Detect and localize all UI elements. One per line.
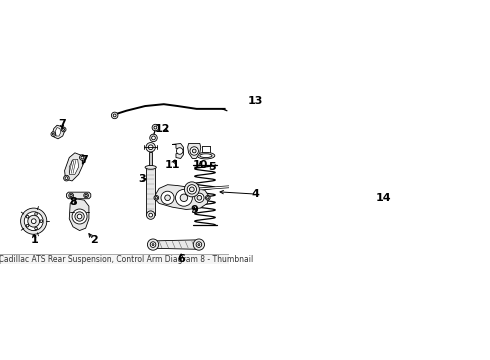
- Circle shape: [193, 239, 204, 250]
- Text: 7: 7: [58, 119, 66, 129]
- Circle shape: [75, 212, 84, 221]
- Ellipse shape: [197, 152, 215, 159]
- Circle shape: [190, 147, 198, 155]
- Circle shape: [64, 175, 69, 181]
- Circle shape: [65, 177, 68, 180]
- Text: 5: 5: [208, 162, 216, 172]
- Ellipse shape: [69, 193, 74, 198]
- Ellipse shape: [84, 193, 89, 198]
- Circle shape: [161, 191, 174, 204]
- Text: 3: 3: [138, 174, 146, 184]
- Circle shape: [72, 209, 87, 224]
- Text: 7: 7: [80, 156, 88, 165]
- Circle shape: [26, 224, 29, 227]
- Polygon shape: [172, 144, 183, 158]
- Circle shape: [35, 227, 37, 230]
- Text: 9: 9: [190, 205, 198, 215]
- Circle shape: [21, 208, 47, 234]
- Circle shape: [252, 180, 258, 186]
- Text: 4: 4: [251, 189, 259, 199]
- Circle shape: [147, 211, 155, 219]
- Circle shape: [113, 114, 116, 117]
- Circle shape: [154, 126, 157, 129]
- Circle shape: [151, 136, 155, 140]
- Circle shape: [152, 244, 154, 246]
- Polygon shape: [65, 153, 83, 181]
- Ellipse shape: [200, 154, 212, 158]
- Ellipse shape: [155, 197, 157, 199]
- Circle shape: [196, 242, 202, 247]
- Circle shape: [165, 195, 171, 201]
- Ellipse shape: [154, 195, 159, 200]
- Polygon shape: [55, 127, 61, 136]
- Circle shape: [195, 193, 204, 202]
- Ellipse shape: [145, 166, 156, 169]
- Circle shape: [150, 242, 156, 247]
- Ellipse shape: [207, 197, 209, 199]
- Circle shape: [249, 177, 261, 188]
- Circle shape: [190, 187, 194, 192]
- Circle shape: [24, 212, 43, 231]
- Circle shape: [51, 132, 56, 136]
- Ellipse shape: [205, 195, 210, 200]
- Circle shape: [148, 145, 153, 150]
- Polygon shape: [152, 240, 200, 249]
- Bar: [0, 254, 229, 264]
- Text: 8: 8: [69, 198, 77, 207]
- Circle shape: [26, 215, 29, 218]
- Text: 2: 2: [90, 235, 98, 245]
- Circle shape: [77, 214, 82, 219]
- Ellipse shape: [85, 194, 87, 197]
- Circle shape: [111, 112, 118, 119]
- Bar: [149, 152, 152, 168]
- Polygon shape: [67, 192, 91, 199]
- Circle shape: [175, 189, 193, 206]
- Text: 12: 12: [155, 123, 171, 134]
- Circle shape: [28, 215, 40, 227]
- Circle shape: [198, 244, 200, 246]
- Polygon shape: [69, 159, 78, 174]
- Circle shape: [35, 213, 37, 215]
- Polygon shape: [52, 125, 65, 139]
- Ellipse shape: [70, 194, 73, 197]
- Circle shape: [81, 156, 84, 159]
- Circle shape: [146, 143, 155, 152]
- Circle shape: [149, 213, 152, 217]
- Circle shape: [176, 148, 183, 154]
- Circle shape: [61, 127, 66, 132]
- Text: 2016 Cadillac ATS Rear Suspension, Control Arm Diagram 8 - Thumbnail: 2016 Cadillac ATS Rear Suspension, Contr…: [0, 255, 253, 264]
- Bar: [147, 168, 155, 215]
- Circle shape: [152, 124, 159, 131]
- Text: 6: 6: [177, 254, 185, 264]
- Circle shape: [187, 185, 196, 194]
- Circle shape: [147, 239, 159, 250]
- Circle shape: [193, 149, 196, 153]
- Circle shape: [31, 219, 36, 224]
- Circle shape: [79, 155, 85, 160]
- Polygon shape: [188, 144, 201, 158]
- Circle shape: [180, 194, 188, 202]
- Circle shape: [63, 129, 65, 130]
- Text: 14: 14: [376, 193, 392, 203]
- Polygon shape: [69, 199, 89, 230]
- Polygon shape: [245, 172, 263, 192]
- Circle shape: [40, 220, 43, 222]
- Circle shape: [184, 182, 199, 197]
- Text: 13: 13: [247, 96, 263, 106]
- Text: 1: 1: [30, 235, 38, 245]
- Circle shape: [197, 195, 202, 200]
- Circle shape: [52, 133, 54, 135]
- Circle shape: [150, 134, 157, 141]
- Text: 11: 11: [165, 160, 180, 170]
- Text: 10: 10: [193, 160, 208, 170]
- Polygon shape: [154, 185, 209, 210]
